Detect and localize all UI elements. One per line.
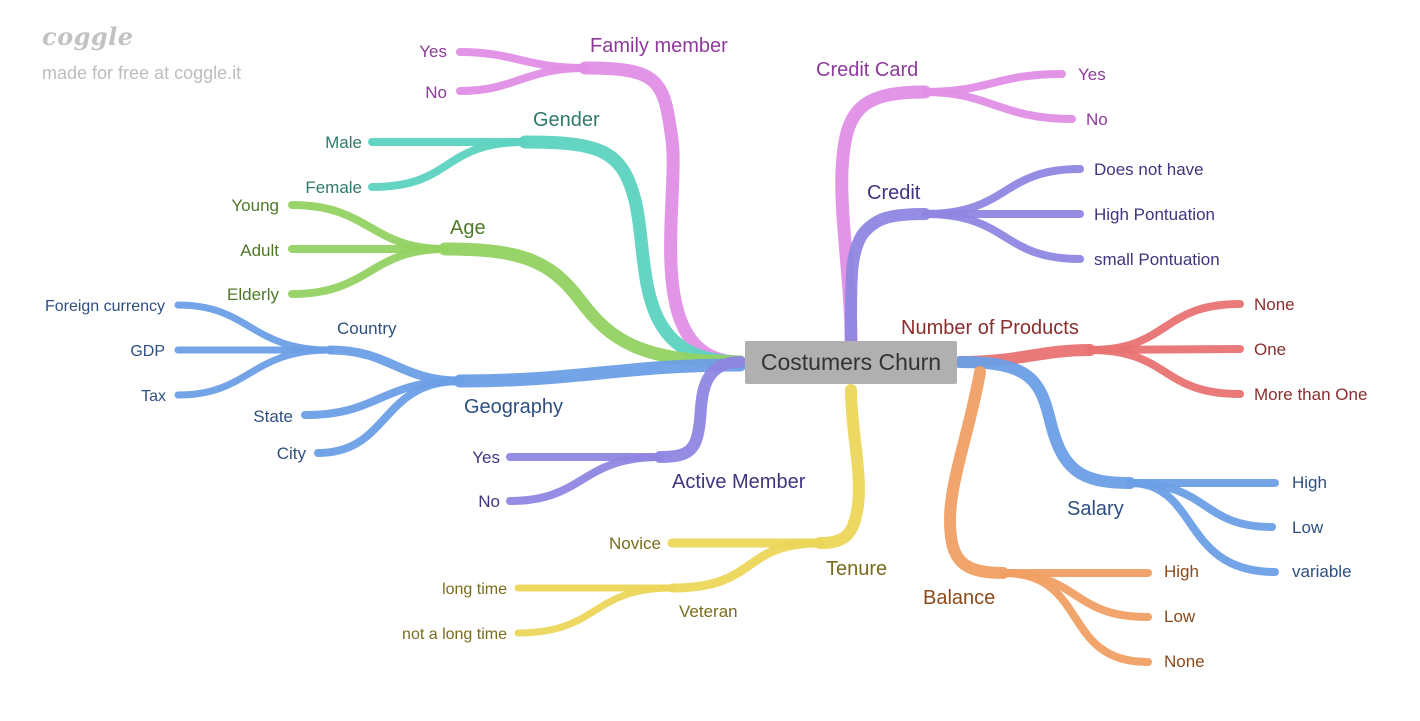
- label-country-foreign-currency: Foreign currency: [45, 298, 165, 315]
- connector-balance: [944, 366, 1009, 579]
- connector-balance-low: [999, 569, 1152, 621]
- label-salary-variable: variable: [1292, 562, 1352, 581]
- label-geography: Geography: [464, 396, 563, 418]
- branch-balance: [944, 366, 1152, 666]
- coggle-logo[interactable]: coggle: [42, 22, 134, 51]
- label-balance-high: High: [1164, 562, 1199, 581]
- label-family-member: Family member: [590, 35, 728, 57]
- branch-age: [288, 201, 747, 369]
- label-credit-card: Credit Card: [816, 59, 918, 81]
- connector-geography-city: [314, 377, 464, 457]
- label-products-more: More than One: [1254, 385, 1367, 404]
- branch-salary: [954, 356, 1279, 576]
- connector-credit-small: [921, 210, 1084, 263]
- label-balance-low: Low: [1164, 607, 1196, 626]
- label-tenure-novice: Novice: [609, 534, 661, 553]
- connector-age-young: [288, 201, 449, 253]
- connector-veteran-not-long-time: [514, 584, 676, 637]
- label-country: Country: [337, 319, 397, 338]
- label-salary-low: Low: [1292, 518, 1324, 537]
- label-tenure-veteran: Veteran: [679, 602, 738, 621]
- connector-gender-female: [368, 138, 529, 191]
- label-credit-card-no: No: [1086, 110, 1108, 129]
- label-balance-none: None: [1164, 652, 1205, 671]
- label-gender-male: Male: [325, 133, 362, 152]
- label-veteran-long-time: long time: [442, 581, 507, 598]
- connector-credit: [844, 208, 931, 346]
- label-credit: Credit: [867, 182, 921, 204]
- coggle-credit-text[interactable]: made for free at coggle.it: [42, 63, 242, 83]
- connector-salary: [954, 356, 1136, 489]
- label-gender-female: Female: [305, 178, 362, 197]
- branch-active-member: [506, 356, 746, 505]
- connector-age-elderly: [288, 245, 449, 298]
- label-balance: Balance: [923, 587, 995, 609]
- connector-products-none: [1086, 300, 1244, 354]
- connector-products-more: [1086, 346, 1244, 398]
- connector-tenure-veteran: [667, 538, 825, 593]
- connector-geography: [453, 358, 747, 388]
- connector-gender: [518, 135, 747, 369]
- connector-tenure: [814, 384, 865, 549]
- label-age-adult: Adult: [240, 241, 279, 260]
- label-credit-small: small Pontuation: [1094, 250, 1220, 269]
- branch-gender: [368, 135, 747, 369]
- label-salary-high: High: [1292, 473, 1327, 492]
- branch-tenure: [514, 384, 865, 637]
- label-credit-card-yes: Yes: [1078, 65, 1106, 84]
- branch-credit-card: [835, 70, 1076, 347]
- label-credit-high: High Pontuation: [1094, 205, 1215, 224]
- label-credit-does-not-have: Does not have: [1094, 160, 1204, 179]
- branch-family-member: [456, 48, 747, 369]
- label-veteran-not-long-time: not a long time: [402, 626, 507, 643]
- label-age: Age: [450, 217, 486, 239]
- label-country-gdp: GDP: [130, 343, 165, 360]
- connector-age: [438, 242, 747, 369]
- connector-balance-none: [999, 569, 1152, 666]
- central-node[interactable]: Costumers Churn: [745, 341, 957, 384]
- connector-credit-card-no: [921, 88, 1076, 123]
- label-gender: Gender: [533, 109, 600, 131]
- label-family-yes: Yes: [419, 42, 447, 61]
- label-geography-state: State: [253, 407, 293, 426]
- label-active-member: Active Member: [672, 471, 806, 493]
- connector-credit-does-not-have: [921, 165, 1084, 218]
- label-products-none: None: [1254, 295, 1295, 314]
- connector-country-foreign-currency: [174, 301, 334, 354]
- label-country-tax: Tax: [141, 388, 166, 405]
- connector-active-member: [654, 356, 746, 463]
- label-active-yes: Yes: [472, 448, 500, 467]
- label-products-one: One: [1254, 340, 1286, 359]
- label-active-no: No: [478, 492, 500, 511]
- label-age-young: Young: [231, 196, 279, 215]
- connector-family-no: [456, 64, 589, 95]
- label-age-elderly: Elderly: [227, 285, 279, 304]
- connector-active-no: [506, 453, 664, 505]
- connector-country-tax: [174, 346, 334, 399]
- label-family-no: No: [425, 83, 447, 102]
- branch-geography: [174, 301, 747, 457]
- label-geography-city: City: [277, 444, 307, 463]
- central-node-label: Costumers Churn: [760, 349, 942, 375]
- connector-country: [325, 345, 465, 386]
- label-salary: Salary: [1067, 498, 1124, 520]
- connector-family-member: [578, 61, 747, 369]
- connector-salary-variable: [1126, 479, 1279, 576]
- label-number-of-products: Number of Products: [901, 317, 1079, 339]
- branch-credit: [844, 165, 1084, 346]
- label-tenure: Tenure: [826, 558, 887, 580]
